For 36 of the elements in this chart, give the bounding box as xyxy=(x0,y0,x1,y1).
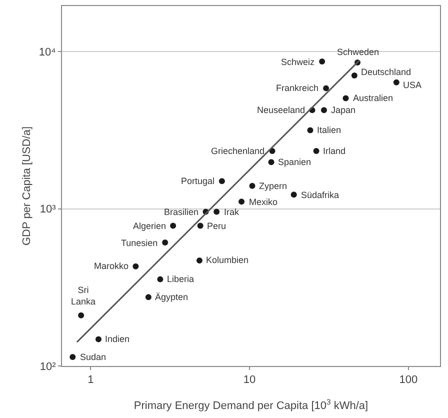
x-tick-label: 1 xyxy=(88,374,94,386)
annotation: Südafrika xyxy=(301,190,340,200)
y-tick-label: 10³ xyxy=(40,204,56,216)
annotation: Brasilien xyxy=(164,207,199,217)
annotation: Neuseeland xyxy=(257,105,306,115)
annotation: Sudan xyxy=(80,352,106,362)
annotation: Japan xyxy=(331,105,356,115)
annotation: Liberia xyxy=(167,274,194,284)
annotation: Kolumbien xyxy=(206,255,249,265)
annotation: Italien xyxy=(317,125,342,135)
annotation: Peru xyxy=(207,221,226,231)
x-tick-label: 10 xyxy=(243,374,256,386)
annotation: Griechenland xyxy=(211,146,265,156)
y-tick-label: 10² xyxy=(40,360,56,373)
x-tick-label: 100 xyxy=(399,374,418,386)
annotation: Spanien xyxy=(278,157,312,167)
annotation: Sri Lanka xyxy=(71,285,96,307)
annotation: Deutschland xyxy=(361,67,412,77)
annotation: Tunesien xyxy=(121,238,158,248)
y-tick-label: 10⁴ xyxy=(38,46,56,58)
annotation: USA xyxy=(403,80,422,90)
annotation: Schweden xyxy=(337,47,380,57)
annotation: Mexiko xyxy=(249,197,278,207)
annotation: Ägypten xyxy=(155,292,188,302)
annotation: Schweiz xyxy=(281,57,316,67)
annotation: Indien xyxy=(105,334,130,344)
x-axis-title: Primary Energy Demand per Capita [10$^{3}$ kWh/a] xyxy=(134,397,368,412)
annotation: Zypern xyxy=(259,181,288,191)
y-axis-title: GDP per Capita [USD/a] xyxy=(21,126,33,246)
annotation: Frankreich xyxy=(276,83,319,93)
annotation: Portugal xyxy=(181,176,215,186)
annotation: Australien xyxy=(353,93,394,103)
annotation: Marokko xyxy=(94,261,129,271)
annotation: Irak xyxy=(224,207,240,217)
annotation: Irland xyxy=(323,146,346,156)
annotation: Algerien xyxy=(133,221,166,231)
